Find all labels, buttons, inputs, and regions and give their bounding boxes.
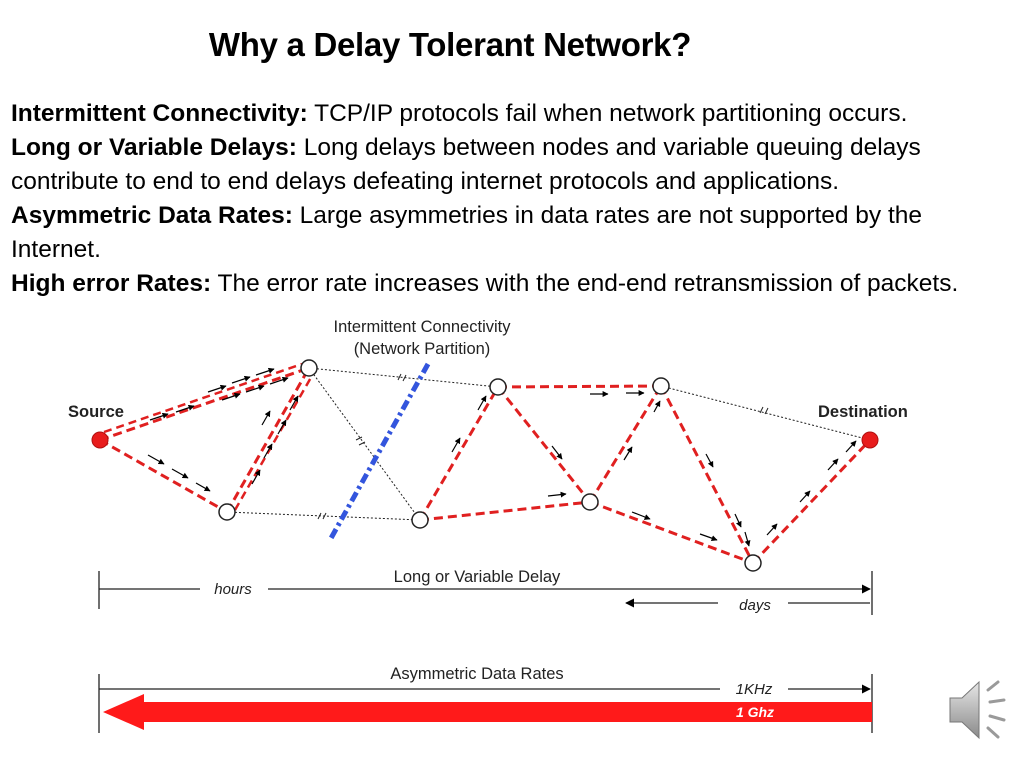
- relay-node: [300, 359, 318, 377]
- destination-node: [861, 431, 879, 449]
- bullet-term: Long or Variable Delays:: [11, 134, 297, 161]
- bullet-text: The error rate increases with the end-en…: [211, 270, 959, 297]
- bullet-term: Intermittent Connectivity:: [11, 100, 308, 127]
- destination-label: Destination: [818, 403, 908, 421]
- partition-label-line2: (Network Partition): [354, 340, 491, 358]
- high-rate-arrow: [103, 694, 872, 730]
- relay-node: [489, 378, 507, 396]
- intermittent-links: [226, 367, 871, 521]
- delivery-path-parallel: [103, 362, 315, 511]
- bullet-text: Large asymmetries in data rates are not …: [11, 202, 923, 263]
- delivery-path: [99, 366, 872, 565]
- relay-node: [411, 511, 429, 529]
- hours-label: hours: [214, 581, 252, 598]
- bullet-text: Long delays between nodes and variable q…: [11, 134, 921, 195]
- partition-label-line1: Intermittent Connectivity: [334, 318, 512, 336]
- bullet-asymmetric: Asymmetric Data Rates: Large asymmetries…: [11, 199, 1016, 267]
- delay-label: Long or Variable Delay: [394, 568, 561, 586]
- network-partition-line: [327, 362, 431, 542]
- relay-nodes: [218, 359, 762, 572]
- bullet-delays: Long or Variable Delays: Long delays bet…: [11, 131, 1016, 199]
- relay-node: [652, 377, 670, 395]
- speaker-icon[interactable]: [949, 680, 1006, 740]
- flow-arrows: [147, 367, 857, 547]
- bullet-text: TCP/IP protocols fail when network parti…: [307, 100, 908, 127]
- bullet-error: High error Rates: The error rate increas…: [11, 267, 1016, 301]
- source-node: [91, 431, 109, 449]
- asym-rate-timeline: [98, 674, 873, 733]
- bullet-list: Intermittent Connectivity: TCP/IP protoc…: [11, 97, 1016, 301]
- rate-high-label: 1 Ghz: [736, 704, 774, 720]
- relay-node: [744, 554, 762, 572]
- link-break-marks: [317, 373, 769, 520]
- rate-low-label: 1KHz: [736, 681, 773, 698]
- bullet-term: High error Rates:: [11, 270, 212, 297]
- delay-timeline: [98, 571, 873, 615]
- bullet-term: Asymmetric Data Rates:: [11, 202, 293, 229]
- asym-label: Asymmetric Data Rates: [390, 665, 563, 683]
- relay-node: [581, 493, 599, 511]
- source-label: Source: [68, 403, 124, 421]
- bullet-intermittent: Intermittent Connectivity: TCP/IP protoc…: [11, 97, 1016, 131]
- relay-node: [218, 503, 236, 521]
- slide-title: Why a Delay Tolerant Network?: [208, 26, 692, 63]
- days-label: days: [739, 597, 771, 614]
